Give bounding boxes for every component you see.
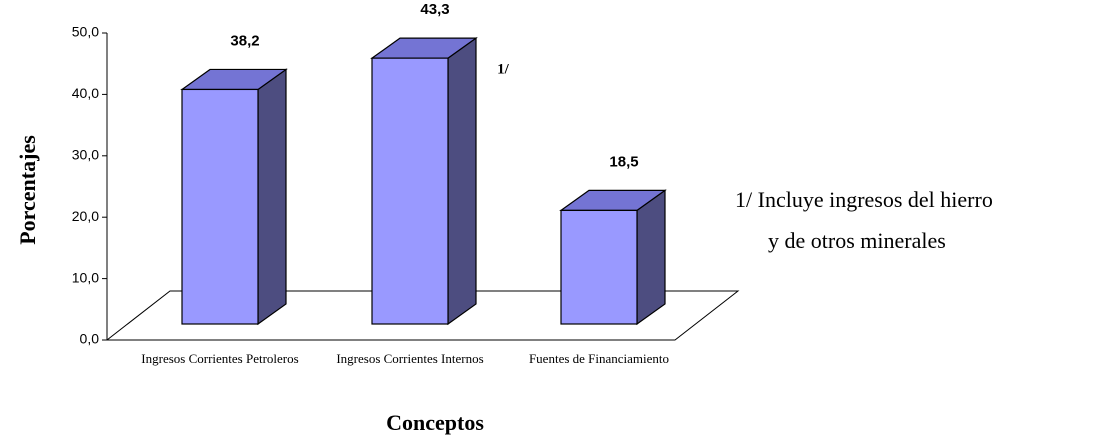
x-tick-label: Fuentes de Financiamiento bbox=[528, 351, 670, 366]
bar-side bbox=[636, 189, 666, 326]
bar bbox=[559, 189, 667, 326]
y-tick-label: 10,0 bbox=[72, 269, 99, 285]
bar-front bbox=[181, 88, 259, 325]
y-tick-label: 50,0 bbox=[72, 24, 99, 40]
y-tick-label: 20,0 bbox=[72, 208, 99, 224]
x-tick-label: Ingresos Corrientes Petroleros bbox=[141, 351, 299, 366]
y-axis-label: Porcentajes bbox=[15, 135, 40, 245]
bar bbox=[180, 68, 288, 326]
value-label: 18,5 bbox=[609, 153, 638, 170]
bar-front bbox=[560, 209, 638, 325]
y-tick-label: 30,0 bbox=[72, 147, 99, 163]
bar-side bbox=[447, 36, 477, 326]
x-axis-label: Conceptos bbox=[386, 410, 484, 435]
value-label: 43,3 bbox=[420, 1, 449, 18]
annotation: 1/ bbox=[497, 61, 510, 77]
footnote: 1/ Incluye ingresos del hierro bbox=[735, 187, 993, 212]
floor bbox=[105, 290, 740, 341]
value-label: 38,2 bbox=[230, 32, 259, 49]
y-tick-label: 0,0 bbox=[80, 331, 100, 347]
y-tick-label: 40,0 bbox=[72, 85, 99, 101]
footnote: y de otros minerales bbox=[768, 228, 946, 253]
x-tick-label: Ingresos Corrientes Internos bbox=[336, 351, 484, 366]
bar-side bbox=[257, 68, 287, 326]
bar-front bbox=[371, 57, 449, 325]
bar bbox=[370, 36, 478, 326]
